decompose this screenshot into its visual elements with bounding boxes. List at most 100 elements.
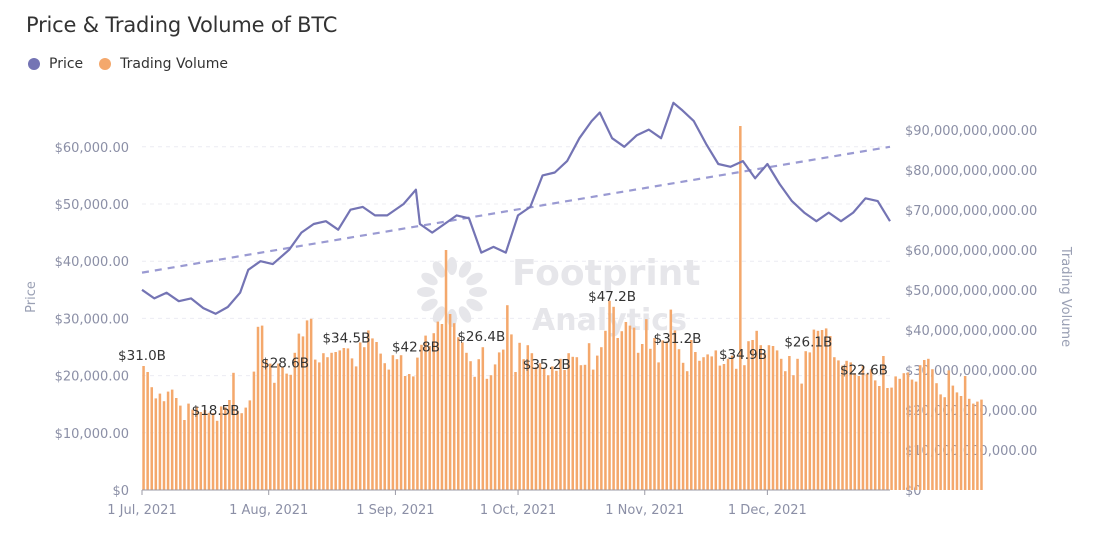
volume-bar [845, 360, 848, 490]
volume-bar [878, 386, 881, 490]
volume-bar [963, 376, 967, 490]
data-label: $26.1B [784, 334, 832, 350]
legend-price-label: Price [49, 56, 84, 72]
volume-bar [244, 407, 248, 490]
volume-bar [236, 410, 239, 490]
volume-bar [428, 346, 431, 490]
volume-bar [579, 365, 583, 490]
volume-bar [326, 357, 329, 490]
volume-bar [379, 353, 382, 490]
volume-bar [518, 342, 521, 490]
volume-bar [264, 360, 268, 490]
volume-bar [665, 341, 669, 490]
volume-bar [824, 328, 828, 490]
volume-bar [788, 356, 791, 490]
legend-item-volume[interactable]: Trading Volume [99, 56, 228, 72]
volume-bar [869, 369, 873, 490]
legend-volume-label: Trading Volume [120, 56, 229, 72]
volume-bar [424, 335, 427, 490]
legend-item-price[interactable]: Price [28, 56, 83, 72]
volume-bar [465, 352, 468, 490]
y-left-tick-label: $30,000.00 [55, 312, 129, 327]
volume-bar [596, 355, 599, 490]
volume-bar [469, 361, 472, 490]
volume-bar [395, 359, 399, 490]
volume-bar [906, 372, 910, 490]
volume-bar [575, 357, 579, 490]
x-tick-label: 1 Jul, 2021 [107, 503, 176, 518]
volume-bar [775, 350, 779, 490]
volume-bar [653, 338, 656, 490]
volume-bar [166, 391, 170, 490]
volume-bar [902, 373, 906, 490]
volume-bar [604, 330, 607, 490]
volume-bar [882, 356, 885, 490]
volume-bar [375, 342, 378, 490]
trend-line [141, 145, 891, 274]
volume-bar [542, 368, 546, 490]
volume-bar [534, 367, 538, 490]
data-label: $34.5B [322, 330, 370, 346]
volume-bar [338, 350, 342, 490]
volume-bar [567, 353, 570, 490]
volume-bar [403, 376, 407, 490]
volume-bar [886, 388, 889, 490]
volume-bar [743, 365, 746, 490]
legend: Price Trading Volume [28, 56, 244, 72]
volume-bar [808, 352, 812, 490]
y-right-tick-label: $70,000,000,000.00 [905, 204, 1037, 219]
volume-bar [600, 347, 603, 490]
volume-bar [158, 393, 162, 490]
volume-bar [747, 341, 750, 490]
y-right-tick-label: $50,000,000,000.00 [905, 284, 1037, 299]
volume-bar [718, 365, 722, 490]
volume-bar [285, 373, 288, 490]
volume-bar [489, 375, 493, 490]
volume-bar [228, 400, 231, 490]
volume-bar [322, 353, 325, 490]
volume-bar [309, 318, 313, 490]
volume-bar [187, 403, 190, 490]
volume-bar [334, 352, 337, 490]
volume-bar [473, 376, 476, 490]
y-right-tick-label: $20,000,000,000.00 [905, 404, 1037, 419]
volume-bar [616, 338, 619, 490]
data-label: $28.6B [261, 356, 309, 372]
volume-bar [281, 367, 284, 490]
volume-bar [890, 387, 893, 490]
volume-bar [980, 399, 983, 490]
volume-bar [620, 331, 624, 490]
volume-bar [931, 369, 934, 490]
volume-bar [358, 342, 362, 490]
volume-bar [935, 383, 938, 490]
volume-bar [448, 314, 452, 490]
volume-bar [677, 349, 681, 490]
data-label: $35.2B [523, 357, 571, 373]
volume-bar [828, 336, 832, 490]
volume-bar [301, 336, 305, 490]
volume-bar [857, 376, 861, 490]
volume-bar [804, 351, 807, 490]
x-tick-label: 1 Nov, 2021 [605, 503, 684, 518]
volume-bar [526, 345, 530, 490]
y-right-axis-title: Trading Volume [1058, 246, 1073, 347]
volume-bar [546, 375, 550, 490]
volume-bar [297, 333, 301, 490]
volume-bar [559, 358, 562, 490]
volume-bar [207, 412, 211, 490]
volume-bar [461, 342, 464, 490]
volume-bar [412, 376, 415, 490]
watermark-logo-icon [417, 257, 487, 327]
volume-bar [841, 365, 844, 490]
volume-bar [943, 397, 946, 490]
volume-bar [955, 392, 959, 490]
volume-bar [612, 306, 615, 490]
data-label: $31.2B [654, 331, 702, 347]
volume-bar [240, 413, 243, 490]
volume-bar [583, 364, 587, 490]
volume-bar [681, 362, 685, 490]
volume-bar [436, 321, 440, 490]
volume-bar [170, 389, 174, 490]
volume-bar [330, 352, 333, 490]
volume-bar [350, 358, 354, 490]
